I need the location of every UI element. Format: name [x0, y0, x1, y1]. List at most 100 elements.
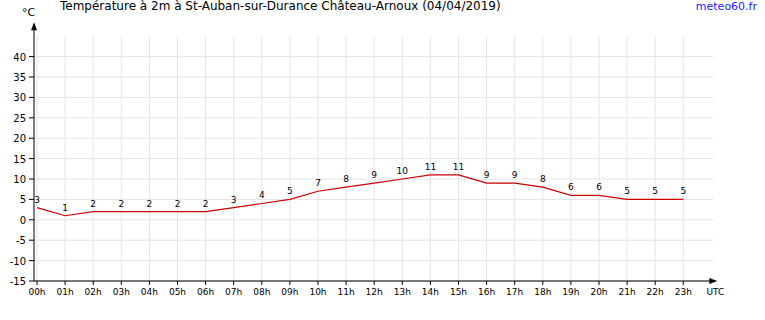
grid-line-x [514, 36, 515, 281]
y-tick-label: -15 [10, 276, 26, 287]
grid-line-x [121, 36, 122, 281]
grid-line-x [402, 36, 403, 281]
y-tick-label: -10 [10, 256, 26, 267]
data-label: 5 [652, 186, 658, 196]
y-tick-label: 10 [13, 174, 26, 185]
y-axis-arrow [31, 22, 37, 30]
x-tick [402, 281, 403, 285]
data-label: 2 [203, 199, 209, 209]
grid-line-y [34, 199, 713, 200]
x-tick-label: 20h [590, 287, 607, 297]
grid [34, 36, 713, 281]
grid-line-y [34, 219, 713, 220]
data-label: 3 [231, 195, 237, 205]
x-tick-label: 10h [309, 287, 326, 297]
grid-line-x [627, 36, 628, 281]
x-tick-label: 11h [338, 287, 355, 297]
grid-line-y [34, 97, 713, 98]
x-tick [177, 281, 178, 285]
x-tick-label: 08h [253, 287, 270, 297]
data-labels: 312222234578910111199866555 [34, 162, 686, 213]
grid-line-x [683, 36, 684, 281]
x-tick [374, 281, 375, 285]
grid-line-y [34, 158, 713, 159]
x-tick [261, 281, 262, 285]
data-label: 6 [596, 182, 602, 192]
x-tick-label: 01h [57, 287, 74, 297]
grid-line-x [458, 36, 459, 281]
x-tick-label: 17h [506, 287, 523, 297]
grid-line-x [65, 36, 66, 281]
x-tick-label: 03h [113, 287, 130, 297]
y-tick [29, 158, 34, 159]
temperature-line [37, 175, 683, 216]
x-tick [542, 281, 543, 285]
x-tick-label: 14h [422, 287, 439, 297]
x-tick [458, 281, 459, 285]
x-axis-label: UTC [706, 287, 724, 297]
x-tick [205, 281, 206, 285]
grid-line-x [93, 36, 94, 281]
x-tick-label: 06h [197, 287, 214, 297]
grid-line-x [149, 36, 150, 281]
grid-line-y [34, 77, 713, 78]
data-label: 9 [512, 170, 518, 180]
x-tick [346, 281, 347, 285]
axes: -15-10-5051015202530354000h01h02h03h04h0… [10, 22, 718, 297]
grid-line-x [346, 36, 347, 281]
data-label: 6 [568, 182, 574, 192]
x-axis-arrow [709, 278, 717, 284]
y-tick [29, 260, 34, 261]
grid-line-x [599, 36, 600, 281]
data-label: 5 [287, 186, 293, 196]
chart-root: -15-10-5051015202530354000h01h02h03h04h0… [0, 0, 765, 320]
data-label: 8 [540, 174, 546, 184]
title: Température à 2m à St-Auban-sur-Durance … [59, 0, 501, 13]
x-tick [318, 281, 319, 285]
x-tick [655, 281, 656, 285]
x-tick-label: 13h [394, 287, 411, 297]
x-tick [627, 281, 628, 285]
data-label: 2 [118, 199, 124, 209]
data-label: 4 [259, 190, 265, 200]
x-tick [149, 281, 150, 285]
data-label: 11 [425, 162, 436, 172]
y-tick [29, 56, 34, 57]
x-tick [121, 281, 122, 285]
data-label: 10 [397, 166, 409, 176]
data-label: 11 [453, 162, 464, 172]
grid-line-x [486, 36, 487, 281]
x-tick [37, 281, 38, 285]
y-tick-label: 0 [20, 215, 26, 226]
y-tick [29, 179, 34, 180]
grid-line-x [177, 36, 178, 281]
x-tick-label: 16h [478, 287, 495, 297]
y-tick [29, 97, 34, 98]
x-tick-label: 04h [141, 287, 158, 297]
y-tick-label: 5 [20, 194, 26, 205]
data-label: 7 [315, 178, 321, 188]
data-label: 1 [62, 203, 68, 213]
data-label: 9 [484, 170, 490, 180]
x-tick-label: 23h [675, 287, 692, 297]
data-label: 9 [371, 170, 377, 180]
grid-line-x [542, 36, 543, 281]
x-tick-label: 12h [366, 287, 383, 297]
y-tick-label: 30 [13, 92, 26, 103]
data-label: 2 [175, 199, 181, 209]
x-tick [289, 281, 290, 285]
y-axis-label: °C [22, 6, 36, 19]
grid-line-x [430, 36, 431, 281]
grid-line-x [570, 36, 571, 281]
y-tick [29, 138, 34, 139]
x-tick-label: 19h [562, 287, 579, 297]
grid-line-y [34, 117, 713, 118]
series [37, 175, 683, 216]
source: meteo60.fr [696, 0, 758, 13]
data-label: 5 [624, 186, 630, 196]
x-tick [599, 281, 600, 285]
grid-line-y [34, 240, 713, 241]
y-tick-label: -5 [16, 235, 26, 246]
x-tick [514, 281, 515, 285]
x-tick [93, 281, 94, 285]
